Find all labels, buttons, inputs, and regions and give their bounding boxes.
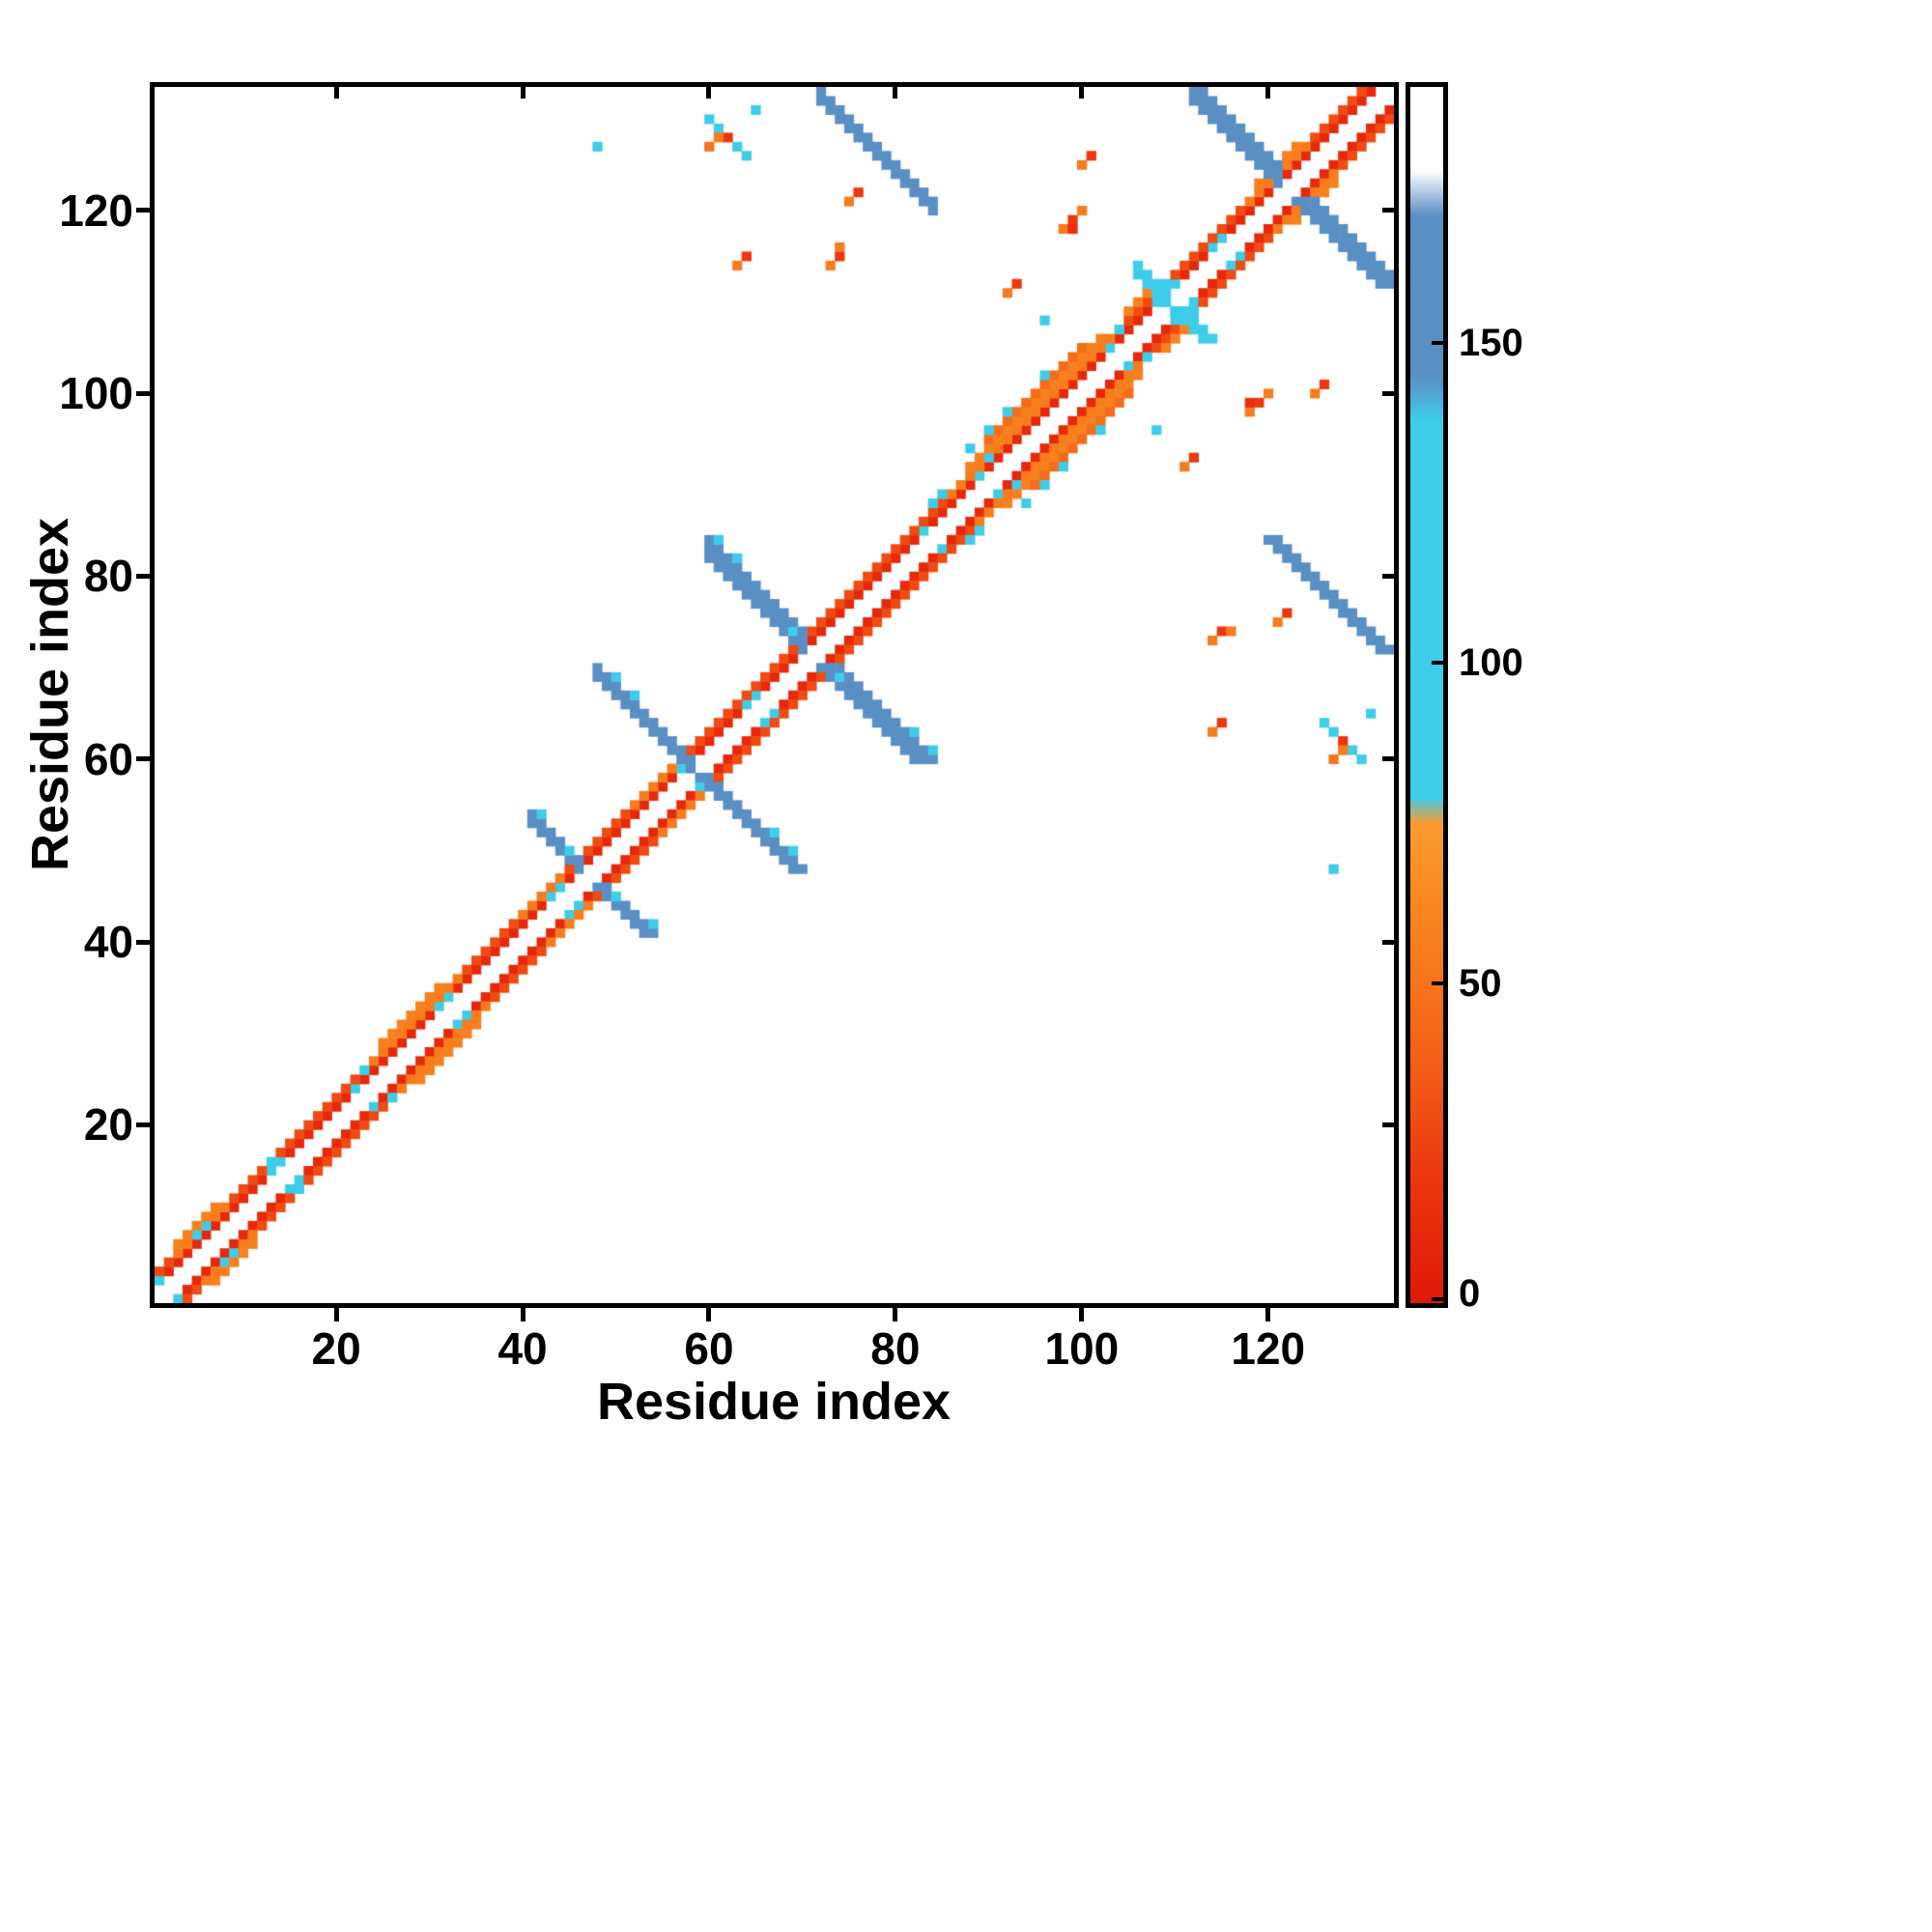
y-tick-mark-right	[1382, 573, 1394, 579]
x-tick-mark	[706, 1308, 712, 1321]
x-tick-mark-top	[893, 87, 898, 99]
x-tick-mark	[1265, 1308, 1271, 1321]
colorbar-tick-label: 150	[1459, 322, 1523, 365]
colorbar	[1406, 82, 1448, 1308]
x-tick-mark-top	[1265, 87, 1271, 99]
y-tick-mark	[136, 573, 150, 579]
y-tick-label: 60	[83, 733, 133, 784]
y-tick-label: 120	[59, 185, 133, 236]
colorbar-tick-label: 100	[1459, 641, 1523, 685]
y-tick-mark	[136, 208, 150, 213]
colorbar-tick-label: 50	[1459, 961, 1502, 1005]
x-tick-mark	[1079, 1308, 1085, 1321]
y-tick-label: 100	[59, 368, 133, 419]
y-tick-label: 80	[83, 551, 133, 602]
y-tick-mark-right	[1382, 390, 1394, 396]
plot-area	[150, 82, 1399, 1308]
colorbar-canvas	[1410, 87, 1443, 1303]
y-tick-mark	[136, 1122, 150, 1127]
x-tick-mark-top	[706, 87, 712, 99]
y-tick-mark	[136, 756, 150, 762]
x-tick-mark-top	[1079, 87, 1085, 99]
x-tick-mark-top	[520, 87, 526, 99]
colorbar-tick-mark	[1432, 341, 1443, 346]
y-tick-mark	[136, 939, 150, 945]
x-tick-label: 120	[1231, 1323, 1306, 1374]
colorbar-tick-mark	[1432, 661, 1443, 666]
y-tick-mark-right	[1382, 1122, 1394, 1127]
x-tick-mark	[520, 1308, 526, 1321]
x-axis-label: Residue index	[596, 1373, 952, 1431]
y-tick-mark-right	[1382, 756, 1394, 762]
y-tick-label: 40	[83, 917, 133, 968]
x-tick-mark	[333, 1308, 339, 1321]
colorbar-tick-mark	[1432, 980, 1443, 985]
x-tick-label: 100	[1044, 1323, 1120, 1374]
y-tick-mark	[136, 390, 150, 396]
x-tick-mark-top	[333, 87, 339, 99]
x-tick-label: 80	[870, 1323, 921, 1374]
colorbar-tick-mark	[1432, 1297, 1443, 1301]
y-tick-mark-right	[1382, 208, 1394, 213]
y-tick-label: 20	[83, 1099, 133, 1151]
colorbar-tick-label: 0	[1459, 1272, 1481, 1315]
y-tick-mark-right	[1382, 939, 1394, 945]
contact-map-canvas	[155, 87, 1394, 1303]
x-tick-label: 40	[497, 1323, 548, 1374]
x-tick-label: 60	[684, 1323, 734, 1374]
x-tick-mark	[893, 1308, 898, 1321]
x-tick-label: 20	[311, 1323, 361, 1374]
